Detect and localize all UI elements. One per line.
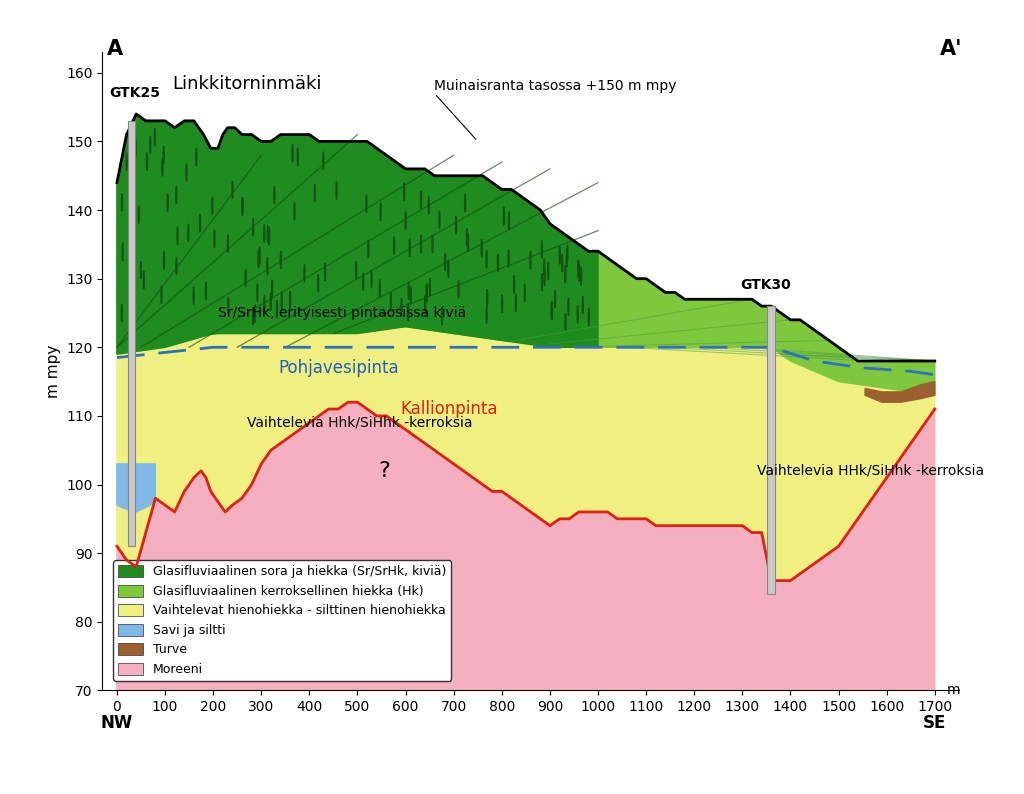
Text: ?: ? bbox=[378, 461, 390, 481]
Polygon shape bbox=[117, 403, 935, 690]
Legend: Glasifluviaalinen sora ja hiekka (Sr/SrHk, kiviä), Glasifluviaalinen kerrokselli: Glasifluviaalinen sora ja hiekka (Sr/SrH… bbox=[113, 560, 452, 681]
Text: Linkkitorninmäki: Linkkitorninmäki bbox=[172, 75, 322, 94]
Text: Kallionpinta: Kallionpinta bbox=[400, 400, 498, 418]
Text: m: m bbox=[947, 684, 961, 697]
Polygon shape bbox=[117, 114, 598, 354]
Y-axis label: m mpy: m mpy bbox=[46, 345, 60, 398]
Polygon shape bbox=[117, 114, 598, 354]
Text: Vaihtelevia Hhk/SiHhk -kerroksia: Vaihtelevia Hhk/SiHhk -kerroksia bbox=[247, 416, 472, 430]
Text: Vaihtelevia HHk/SiHhk -kerroksia: Vaihtelevia HHk/SiHhk -kerroksia bbox=[757, 464, 984, 478]
Text: A: A bbox=[108, 39, 124, 59]
Text: SE: SE bbox=[924, 715, 946, 732]
Bar bbox=[128, 121, 135, 546]
Polygon shape bbox=[502, 190, 935, 395]
Text: NW: NW bbox=[100, 715, 133, 732]
Polygon shape bbox=[117, 326, 935, 580]
Polygon shape bbox=[117, 464, 156, 512]
Bar bbox=[767, 306, 775, 594]
Text: Sr/SrHk, erityisesti pintaosissa kiviä: Sr/SrHk, erityisesti pintaosissa kiviä bbox=[218, 306, 466, 320]
Text: Muinaisranta tasossa +150 m mpy: Muinaisranta tasossa +150 m mpy bbox=[434, 79, 677, 94]
Polygon shape bbox=[865, 382, 935, 403]
Text: A': A' bbox=[940, 39, 963, 59]
Text: Pohjavesipinta: Pohjavesipinta bbox=[278, 359, 398, 377]
Text: GTK30: GTK30 bbox=[740, 279, 791, 292]
Text: GTK25: GTK25 bbox=[110, 87, 161, 100]
